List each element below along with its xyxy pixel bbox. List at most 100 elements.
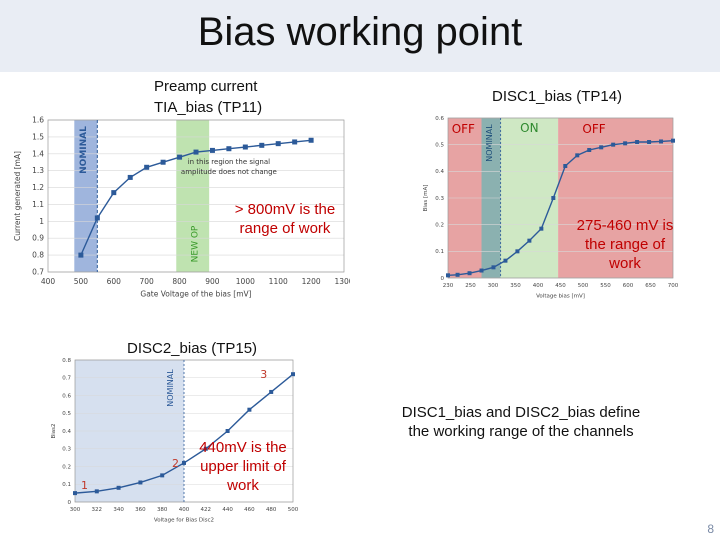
region-band xyxy=(74,120,98,272)
data-point xyxy=(160,473,165,478)
chart3-note-line2: upper limit of xyxy=(200,457,286,475)
data-point xyxy=(177,154,183,160)
y-tick-label: 1.5 xyxy=(32,132,44,141)
data-point xyxy=(291,372,295,377)
x-tick-label: 600 xyxy=(107,277,122,286)
x-tick-label: 360 xyxy=(135,507,146,513)
nominal-region-label: NOMINAL xyxy=(485,124,494,162)
data-point xyxy=(111,190,117,196)
x-tick-label: 250 xyxy=(465,283,476,289)
off-region-label: OFF xyxy=(452,122,475,136)
y-tick-label: 0.1 xyxy=(62,482,71,488)
data-point xyxy=(455,272,460,277)
y-tick-label: 0.6 xyxy=(62,393,71,399)
data-point xyxy=(259,142,265,148)
chart1-note: > 800mV is the range of work xyxy=(210,201,360,239)
chart3-caption: DISC2_bias (TP15) xyxy=(127,340,258,357)
data-point xyxy=(563,164,568,168)
y-tick-label: 0.2 xyxy=(435,223,444,229)
plot-frame xyxy=(47,119,345,273)
x-tick-label: 350 xyxy=(510,283,521,289)
y-tick-label: 0.3 xyxy=(435,196,444,202)
data-point xyxy=(599,145,604,150)
x-tick-label: 300 xyxy=(488,283,499,289)
chart3-note-line1: 440mV is the xyxy=(199,439,287,456)
data-point xyxy=(242,144,248,150)
y-tick-label: 0.8 xyxy=(32,251,44,260)
y-tick-label: 0.2 xyxy=(62,464,71,470)
y-tick-label: 0.5 xyxy=(62,411,71,417)
data-point xyxy=(647,140,652,144)
y-tick-label: 0.7 xyxy=(62,376,71,382)
y-axis-label: Current generated [mA] xyxy=(13,151,22,241)
y-tick-label: 0.4 xyxy=(62,429,71,435)
data-point xyxy=(635,140,640,144)
x-tick-label: 340 xyxy=(113,507,124,513)
data-point xyxy=(247,407,252,412)
x-tick-label: 450 xyxy=(555,283,566,289)
annotation-line2: amplitude does not change xyxy=(181,168,277,176)
x-tick-label: 400 xyxy=(41,277,56,286)
data-point xyxy=(116,485,121,490)
data-point xyxy=(551,196,556,200)
data-point xyxy=(308,137,314,143)
disc1-bias-chart: 230 250 300 350 400 450 500 550 600 650 700 0 0.1 0.2… xyxy=(423,116,679,300)
x-tick-label: 1000 xyxy=(236,277,255,286)
data-point xyxy=(446,273,450,278)
data-point xyxy=(160,159,166,165)
x-tick-label: 700 xyxy=(668,283,679,289)
summary-text: DISC1_bias and DISC2_bias define the wor… xyxy=(401,404,641,440)
y-tick-label: 0.5 xyxy=(435,143,444,149)
on-region-label: ON xyxy=(520,121,538,135)
title-bar xyxy=(0,0,720,72)
y-tick-label: 0.7 xyxy=(32,268,44,277)
y-tick-label: 1.3 xyxy=(32,166,44,175)
chart1-note-line2: range of work xyxy=(239,219,331,237)
data-point xyxy=(269,389,274,394)
x-tick-label: 230 xyxy=(443,283,454,289)
marker-label-1: 1 xyxy=(81,479,88,492)
y-tick-label: 0 xyxy=(68,500,72,506)
x-tick-label: 380 xyxy=(157,507,168,513)
x-tick-label: 650 xyxy=(645,283,656,289)
data-point xyxy=(503,258,508,263)
chart1-note-line1: > 800mV is the xyxy=(234,201,336,218)
x-tick-label: 700 xyxy=(140,277,155,286)
x-axis-label: Voltage for Bias Disc2 xyxy=(154,518,214,524)
y-tick-label: 0 xyxy=(441,276,445,282)
x-tick-label: 500 xyxy=(288,507,299,513)
x-tick-label: 322 xyxy=(92,507,103,513)
data-point xyxy=(203,446,208,451)
annotation-line1: in this region the signal xyxy=(188,158,270,166)
x-tick-label: 422 xyxy=(201,507,212,513)
y-axis-label: Bias [mA] xyxy=(423,185,429,212)
x-tick-label: 1200 xyxy=(302,277,321,286)
y-tick-label: 0.8 xyxy=(62,358,71,364)
data-point xyxy=(209,147,215,153)
data-point xyxy=(623,141,628,146)
region-band xyxy=(176,120,210,272)
data-point xyxy=(575,153,580,158)
chart3-note-line3: work xyxy=(227,476,259,494)
x-axis-label: Gate Voltage of the bias [mV] xyxy=(140,290,251,299)
y-tick-label: 1.2 xyxy=(32,183,44,192)
data-point xyxy=(193,149,199,155)
y-tick-label: 1.1 xyxy=(32,200,44,209)
marker-label-3: 3 xyxy=(260,368,267,381)
y-axis-label: Bias2 xyxy=(51,423,57,438)
data-point xyxy=(479,268,484,273)
x-tick-label: 300 xyxy=(70,507,81,513)
chart3-note: 440mV is the upper limit of work xyxy=(188,439,298,495)
chart1-caption-line2: TIA_bias (TP11) xyxy=(154,99,263,116)
nominal-region-label: NOMINAL xyxy=(79,126,89,174)
y-tick-label: 0.6 xyxy=(435,116,444,122)
y-tick-label: 1.6 xyxy=(32,116,44,125)
chart1-caption-line1: Preamp current xyxy=(154,78,258,95)
data-point xyxy=(527,238,532,243)
x-tick-label: 400 xyxy=(533,283,544,289)
plot-frame xyxy=(447,117,674,279)
data-point xyxy=(539,226,544,231)
x-tick-label: 460 xyxy=(244,507,255,513)
